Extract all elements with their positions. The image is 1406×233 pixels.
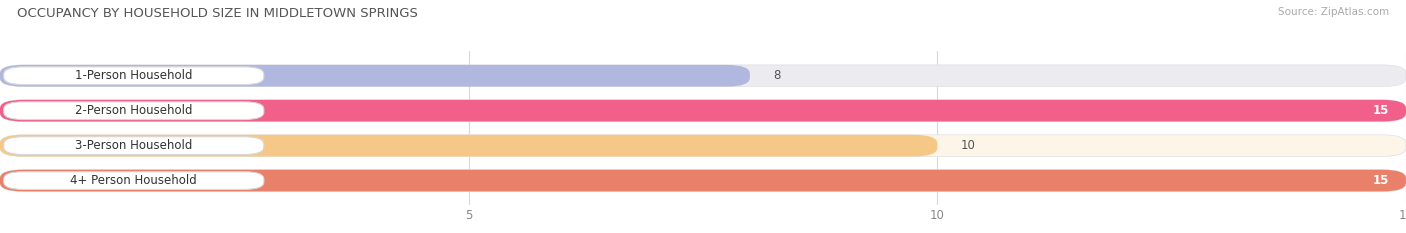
FancyBboxPatch shape — [0, 170, 1406, 192]
Text: 15: 15 — [1372, 174, 1389, 187]
Text: OCCUPANCY BY HOUSEHOLD SIZE IN MIDDLETOWN SPRINGS: OCCUPANCY BY HOUSEHOLD SIZE IN MIDDLETOW… — [17, 7, 418, 20]
FancyBboxPatch shape — [0, 135, 938, 157]
Text: 10: 10 — [960, 139, 976, 152]
FancyBboxPatch shape — [4, 67, 264, 85]
Text: 15: 15 — [1372, 104, 1389, 117]
Text: 2-Person Household: 2-Person Household — [75, 104, 193, 117]
FancyBboxPatch shape — [0, 65, 1406, 87]
FancyBboxPatch shape — [0, 100, 1406, 122]
FancyBboxPatch shape — [0, 100, 1406, 122]
Text: 3-Person Household: 3-Person Household — [75, 139, 193, 152]
FancyBboxPatch shape — [0, 170, 1406, 192]
FancyBboxPatch shape — [0, 65, 749, 87]
FancyBboxPatch shape — [4, 137, 264, 154]
FancyBboxPatch shape — [4, 102, 264, 120]
Text: Source: ZipAtlas.com: Source: ZipAtlas.com — [1278, 7, 1389, 17]
FancyBboxPatch shape — [4, 172, 264, 189]
FancyBboxPatch shape — [0, 135, 1406, 157]
Text: 4+ Person Household: 4+ Person Household — [70, 174, 197, 187]
Text: 8: 8 — [773, 69, 780, 82]
Text: 1-Person Household: 1-Person Household — [75, 69, 193, 82]
